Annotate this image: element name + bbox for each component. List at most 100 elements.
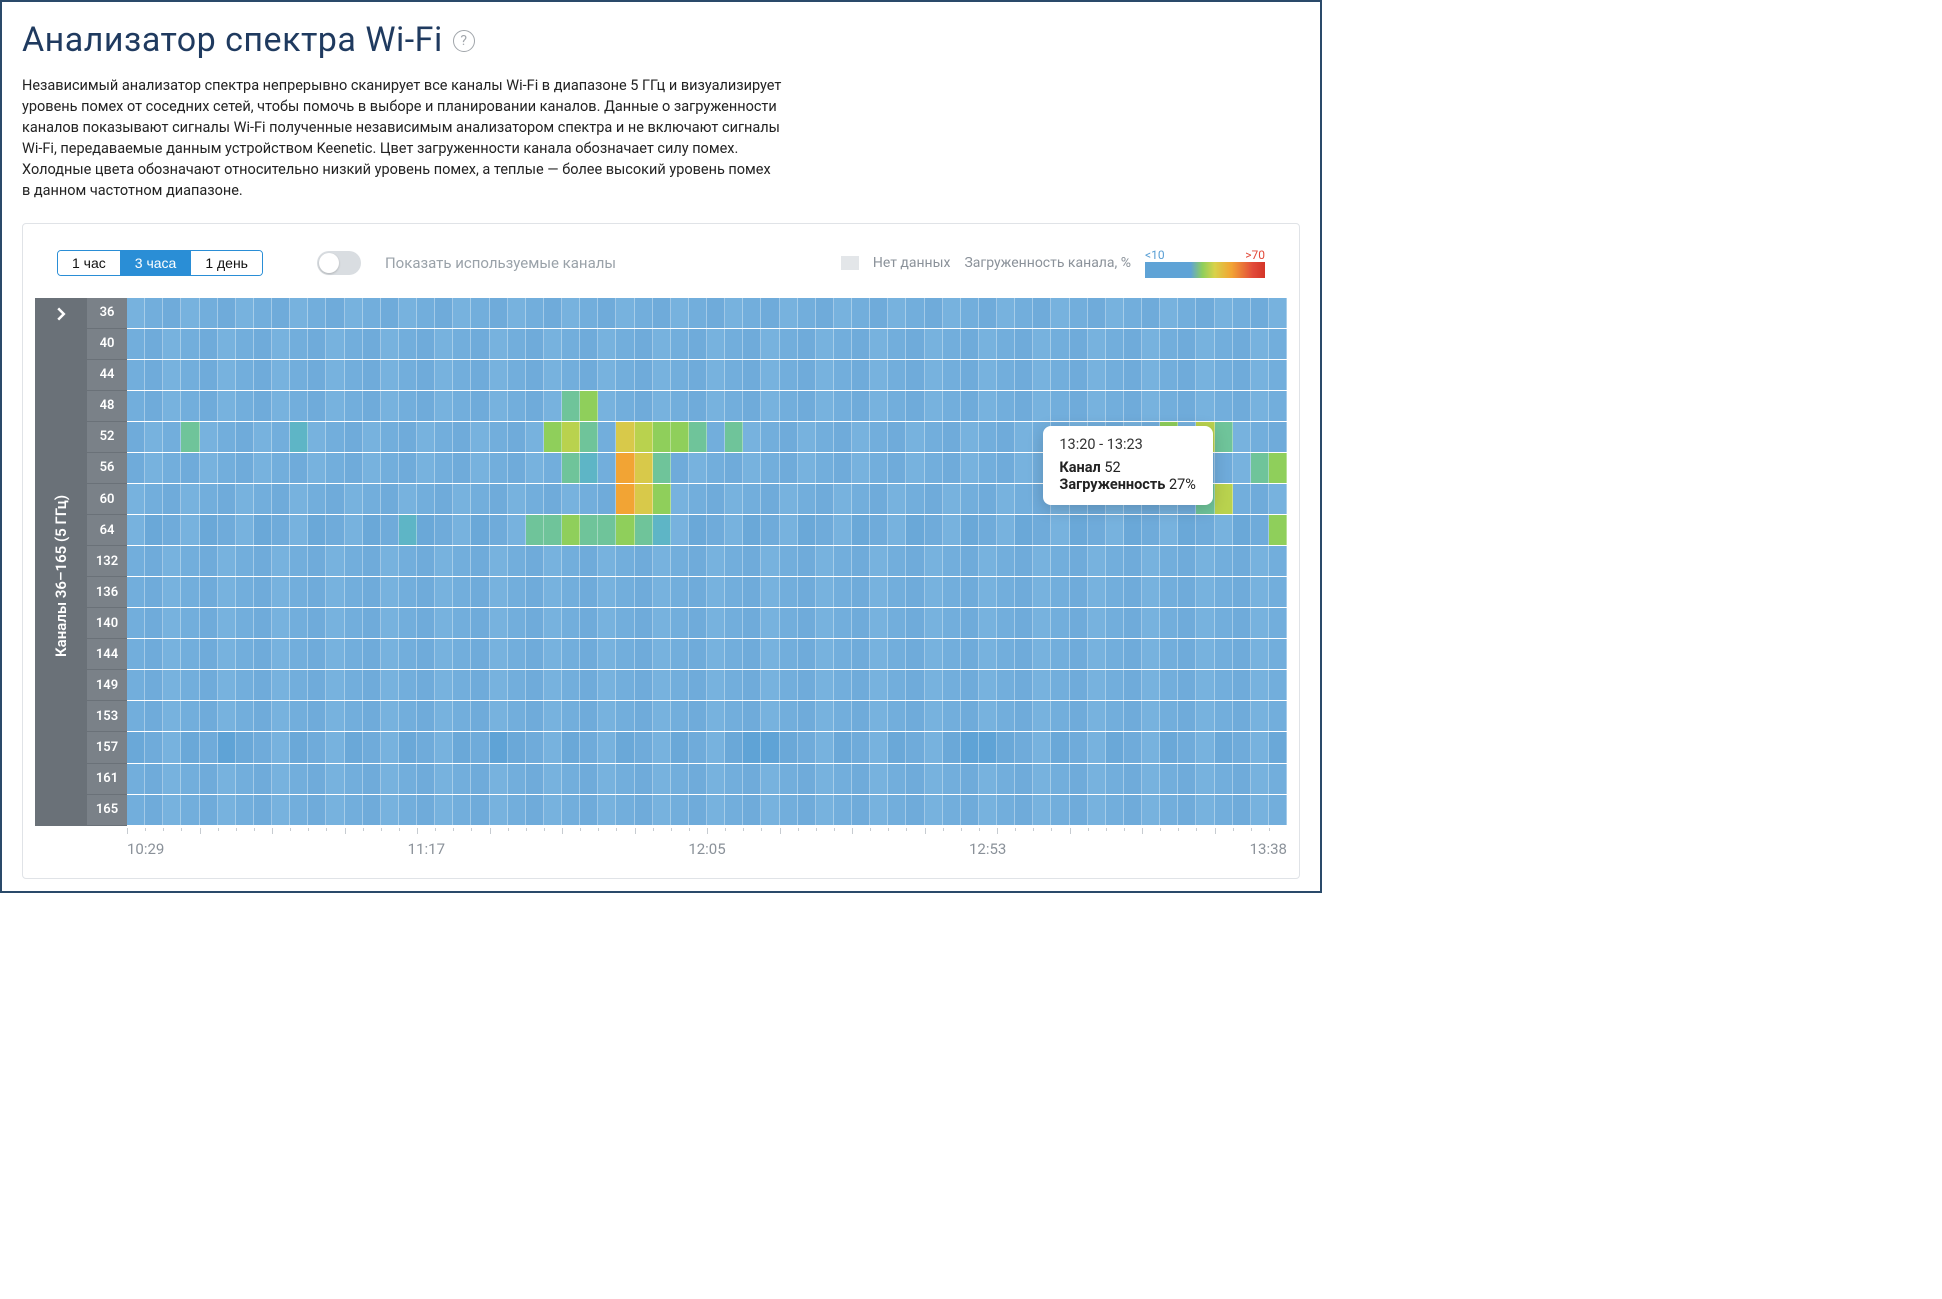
heatmap-cell[interactable] <box>417 795 435 825</box>
heatmap-cell[interactable] <box>254 453 272 483</box>
heatmap-cell[interactable] <box>1088 577 1106 607</box>
heatmap-cell[interactable] <box>544 764 562 794</box>
heatmap-cell[interactable] <box>1033 515 1051 545</box>
heatmap-cell[interactable] <box>852 329 870 359</box>
heatmap-cell[interactable] <box>1124 639 1142 669</box>
heatmap-cell[interactable] <box>780 546 798 576</box>
heatmap-cell[interactable] <box>326 701 344 731</box>
heatmap-cell[interactable] <box>1196 764 1214 794</box>
heatmap-cell[interactable] <box>598 795 616 825</box>
heatmap-cell[interactable] <box>490 360 508 390</box>
heatmap-cell[interactable] <box>997 701 1015 731</box>
heatmap-cell[interactable] <box>707 422 725 452</box>
heatmap-cell[interactable] <box>707 546 725 576</box>
heatmap-cell[interactable] <box>1124 701 1142 731</box>
heatmap-cell[interactable] <box>925 670 943 700</box>
heatmap-cell[interactable] <box>399 453 417 483</box>
heatmap-cell[interactable] <box>218 484 236 514</box>
heatmap-cell[interactable] <box>1124 360 1142 390</box>
heatmap-cell[interactable] <box>218 764 236 794</box>
heatmap-cell[interactable] <box>272 422 290 452</box>
heatmap-cell[interactable] <box>1033 546 1051 576</box>
heatmap-cell[interactable] <box>236 329 254 359</box>
heatmap-cell[interactable] <box>145 732 163 762</box>
heatmap-cell[interactable] <box>562 391 580 421</box>
heatmap-cell[interactable] <box>471 608 489 638</box>
heatmap-cell[interactable] <box>181 701 199 731</box>
heatmap-cell[interactable] <box>653 484 671 514</box>
heatmap-cell[interactable] <box>363 453 381 483</box>
heatmap-cell[interactable] <box>490 515 508 545</box>
heatmap-cell[interactable] <box>943 422 961 452</box>
heatmap-cell[interactable] <box>852 732 870 762</box>
heatmap-cell[interactable] <box>979 391 997 421</box>
heatmap-cell[interactable] <box>435 298 453 328</box>
heatmap-cell[interactable] <box>979 670 997 700</box>
heatmap-cell[interactable] <box>490 422 508 452</box>
heatmap-cell[interactable] <box>925 732 943 762</box>
heatmap-cell[interactable] <box>1070 608 1088 638</box>
heatmap-cell[interactable] <box>707 608 725 638</box>
heatmap-cell[interactable] <box>1215 329 1233 359</box>
heatmap-cell[interactable] <box>707 577 725 607</box>
heatmap-cell[interactable] <box>798 795 816 825</box>
heatmap-cell[interactable] <box>1196 329 1214 359</box>
heatmap-cell[interactable] <box>689 360 707 390</box>
heatmap-cell[interactable] <box>526 360 544 390</box>
heatmap-cell[interactable] <box>181 422 199 452</box>
heatmap-cell[interactable] <box>562 764 580 794</box>
heatmap-cell[interactable] <box>363 732 381 762</box>
heatmap-cell[interactable] <box>200 764 218 794</box>
heatmap-cell[interactable] <box>852 484 870 514</box>
heatmap-cell[interactable] <box>544 795 562 825</box>
heatmap-cell[interactable] <box>798 639 816 669</box>
heatmap-cell[interactable] <box>671 732 689 762</box>
heatmap-cell[interactable] <box>417 453 435 483</box>
heatmap-cell[interactable] <box>961 515 979 545</box>
heatmap-cell[interactable] <box>1106 701 1124 731</box>
heatmap-cell[interactable] <box>1251 701 1269 731</box>
heatmap-cell[interactable] <box>471 422 489 452</box>
heatmap-cell[interactable] <box>888 329 906 359</box>
heatmap-cell[interactable] <box>1142 764 1160 794</box>
heatmap-cell[interactable] <box>381 670 399 700</box>
heatmap-cell[interactable] <box>145 701 163 731</box>
heatmap-cell[interactable] <box>399 795 417 825</box>
heatmap-cell[interactable] <box>236 577 254 607</box>
heatmap-cell[interactable] <box>435 360 453 390</box>
heatmap-cell[interactable] <box>163 795 181 825</box>
heatmap-cell[interactable] <box>200 515 218 545</box>
heatmap-cell[interactable] <box>127 422 145 452</box>
heatmap-cell[interactable] <box>399 515 417 545</box>
heatmap-cell[interactable] <box>925 391 943 421</box>
heatmap-cell[interactable] <box>490 329 508 359</box>
heatmap-cell[interactable] <box>453 670 471 700</box>
heatmap-cell[interactable] <box>1178 515 1196 545</box>
heatmap-cell[interactable] <box>925 764 943 794</box>
heatmap-cell[interactable] <box>707 484 725 514</box>
heatmap-cell[interactable] <box>363 577 381 607</box>
heatmap-cell[interactable] <box>1178 608 1196 638</box>
heatmap-cell[interactable] <box>127 391 145 421</box>
heatmap-cell[interactable] <box>417 515 435 545</box>
heatmap-cell[interactable] <box>508 701 526 731</box>
heatmap-cell[interactable] <box>979 701 997 731</box>
heatmap-cell[interactable] <box>363 701 381 731</box>
heatmap-cell[interactable] <box>906 732 924 762</box>
heatmap-cell[interactable] <box>145 515 163 545</box>
heatmap-cell[interactable] <box>707 732 725 762</box>
heatmap-cell[interactable] <box>435 732 453 762</box>
heatmap-cell[interactable] <box>272 453 290 483</box>
heatmap-cell[interactable] <box>562 608 580 638</box>
heatmap-cell[interactable] <box>653 608 671 638</box>
heatmap-cell[interactable] <box>1178 329 1196 359</box>
heatmap-cell[interactable] <box>925 515 943 545</box>
heatmap-cell[interactable] <box>1269 515 1287 545</box>
heatmap-cell[interactable] <box>834 701 852 731</box>
heatmap-cell[interactable] <box>1160 577 1178 607</box>
heatmap-cell[interactable] <box>1269 360 1287 390</box>
heatmap-cell[interactable] <box>943 515 961 545</box>
heatmap-cell[interactable] <box>689 298 707 328</box>
heatmap-cell[interactable] <box>236 546 254 576</box>
heatmap-cell[interactable] <box>272 670 290 700</box>
